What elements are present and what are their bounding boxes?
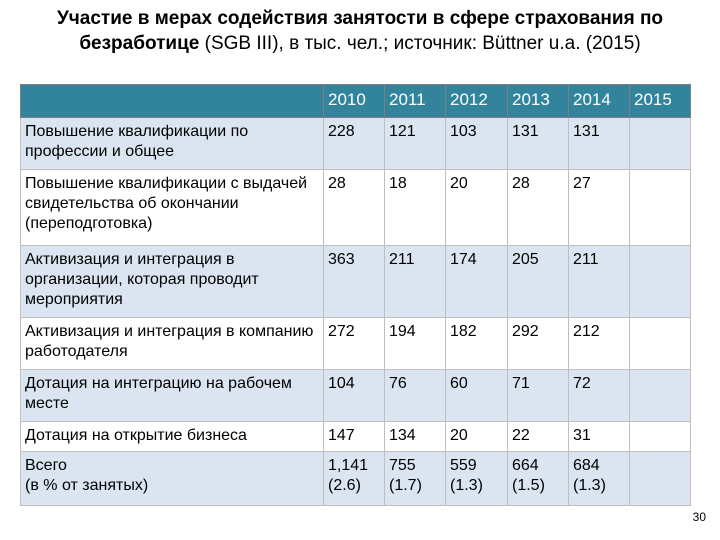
- title-normal: (SGB III), в тыс. чел.; источник: Büttne…: [199, 33, 641, 54]
- table-row: Активизация и интеграция в организации, …: [20, 245, 691, 318]
- cell-value: 174: [445, 245, 508, 318]
- total-percent: (1.7): [389, 477, 422, 494]
- cell-value: [629, 317, 691, 370]
- cell-value: 228: [323, 117, 385, 170]
- cell-value: 211: [384, 245, 446, 318]
- row-label: Повышение квалификации с выдачей свидете…: [20, 169, 324, 246]
- total-value: 1,141: [328, 457, 369, 474]
- cell-value: 755 (1.7): [384, 451, 446, 506]
- cell-value: 363: [323, 245, 385, 318]
- cell-value: 121: [384, 117, 446, 170]
- cell-value: 211: [568, 245, 630, 318]
- total-percent: (1.3): [450, 477, 483, 494]
- total-percent: (1.5): [512, 477, 545, 494]
- cell-value: 272: [323, 317, 385, 370]
- cell-value: 147: [323, 421, 385, 452]
- table-row: Повышение квалификации по профессии и об…: [20, 117, 691, 170]
- header-corner-cell: [20, 84, 324, 118]
- cell-value: 72: [568, 369, 630, 422]
- cell-value: [629, 369, 691, 422]
- cell-value: 20: [445, 169, 508, 246]
- cell-value: 31: [568, 421, 630, 452]
- cell-value: 76: [384, 369, 446, 422]
- total-percent: (1.3): [573, 477, 606, 494]
- cell-value: 134: [384, 421, 446, 452]
- cell-value: [629, 451, 691, 506]
- total-sublabel: (в % от занятых): [25, 477, 149, 494]
- cell-value: [629, 117, 691, 170]
- header-year: 2013: [507, 84, 569, 118]
- cell-value: 18: [384, 169, 446, 246]
- cell-value: 28: [323, 169, 385, 246]
- cell-value: [629, 169, 691, 246]
- cell-value: 664 (1.5): [507, 451, 569, 506]
- row-label: Активизация и интеграция в компанию рабо…: [20, 317, 324, 370]
- cell-value: 212: [568, 317, 630, 370]
- header-year: 2012: [445, 84, 508, 118]
- header-year: 2010: [323, 84, 385, 118]
- cell-value: [629, 245, 691, 318]
- total-value: 755: [389, 457, 416, 474]
- measures-table: 2010 2011 2012 2013 2014 2015 Повышение …: [20, 84, 691, 506]
- cell-value: 60: [445, 369, 508, 422]
- slide-title: Участие в мерах содействия занятости в с…: [10, 6, 710, 56]
- cell-value: 131: [507, 117, 569, 170]
- row-label: Дотация на интеграцию на рабочем месте: [20, 369, 324, 422]
- cell-value: [629, 421, 691, 452]
- header-year: 2011: [384, 84, 446, 118]
- table-row-total: Всего (в % от занятых) 1,141 (2.6) 755 (1.…: [20, 451, 691, 506]
- header-year: 2014: [568, 84, 630, 118]
- total-value: 684: [573, 457, 600, 474]
- cell-value: 182: [445, 317, 508, 370]
- row-label: Активизация и интеграция в организации, …: [20, 245, 324, 318]
- cell-value: 205: [507, 245, 569, 318]
- header-row: 2010 2011 2012 2013 2014 2015: [20, 84, 691, 118]
- page-number: 30: [692, 510, 706, 524]
- cell-value: 27: [568, 169, 630, 246]
- cell-value: 28: [507, 169, 569, 246]
- cell-value: 103: [445, 117, 508, 170]
- header-year: 2015: [629, 84, 691, 118]
- table-row: Дотация на открытие бизнеса 147 134 20 2…: [20, 421, 691, 452]
- cell-value: 1,141 (2.6): [323, 451, 385, 506]
- cell-value: 194: [384, 317, 446, 370]
- row-label: Повышение квалификации по профессии и об…: [20, 117, 324, 170]
- total-value: 559: [450, 457, 477, 474]
- cell-value: 71: [507, 369, 569, 422]
- row-label: Дотация на открытие бизнеса: [20, 421, 324, 452]
- cell-value: 559 (1.3): [445, 451, 508, 506]
- total-percent: (2.6): [328, 477, 361, 494]
- total-value: 664: [512, 457, 539, 474]
- table-row: Активизация и интеграция в компанию рабо…: [20, 317, 691, 370]
- cell-value: 131: [568, 117, 630, 170]
- total-label: Всего: [25, 457, 67, 474]
- title-bold: Участие в мерах содействия занятости в с…: [56, 8, 664, 54]
- table-row: Повышение квалификации с выдачей свидете…: [20, 169, 691, 246]
- cell-value: 292: [507, 317, 569, 370]
- table-row: Дотация на интеграцию на рабочем месте 1…: [20, 369, 691, 422]
- cell-value: 20: [445, 421, 508, 452]
- cell-value: 684 (1.3): [568, 451, 630, 506]
- cell-value: 22: [507, 421, 569, 452]
- row-label: Всего (в % от занятых): [20, 451, 324, 506]
- cell-value: 104: [323, 369, 385, 422]
